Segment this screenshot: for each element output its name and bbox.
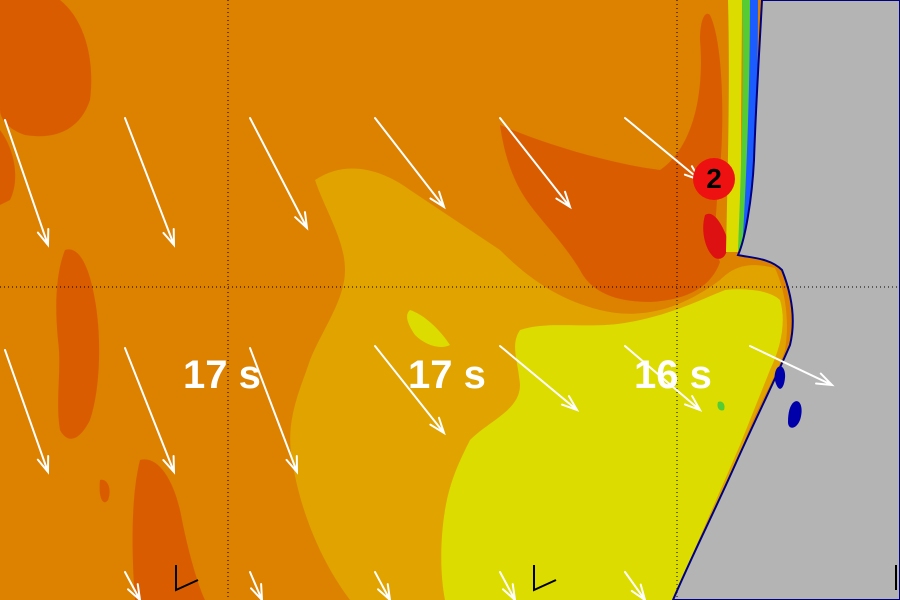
shoal-green — [717, 401, 725, 411]
contour-yellow-spot — [407, 310, 450, 347]
swell-arrow — [249, 571, 264, 600]
swell-arrow — [124, 347, 176, 475]
swell-arrow — [4, 119, 50, 248]
swell-arrow — [124, 571, 142, 600]
period-label-west: 17 s — [183, 353, 261, 397]
swell-arrow — [749, 345, 835, 387]
swell-arrow — [624, 345, 703, 412]
swell-direction-arrows — [4, 117, 835, 600]
contour-red-patch — [703, 213, 728, 259]
contour-dark-orange-blob — [99, 479, 110, 503]
frame-ticks — [175, 565, 897, 592]
period-label-center: 17 s — [408, 353, 486, 397]
swell-arrow — [249, 347, 299, 475]
swell-arrow — [374, 117, 446, 210]
buoy-marker[interactable]: 2 — [693, 158, 735, 200]
swell-arrow — [374, 571, 392, 600]
swell-arrow — [249, 117, 309, 231]
island-blue-2 — [788, 401, 802, 428]
swell-arrow — [499, 571, 517, 600]
contour-dark-orange-nw — [0, 0, 92, 137]
swell-arrow — [124, 117, 176, 248]
contour-dark-orange-ne — [500, 13, 723, 302]
swell-arrow — [4, 349, 50, 475]
period-label-east: 16 s — [634, 353, 712, 397]
contour-dark-orange-ridge — [56, 249, 100, 439]
island-blue-1 — [774, 366, 786, 389]
land — [671, 0, 900, 600]
swell-arrow — [624, 571, 647, 600]
contour-dark-orange-south — [132, 459, 205, 600]
swell-arrow — [499, 117, 572, 210]
contour-dark-orange-left — [0, 130, 16, 205]
swell-arrow — [374, 345, 446, 436]
swell-arrow — [499, 345, 580, 412]
